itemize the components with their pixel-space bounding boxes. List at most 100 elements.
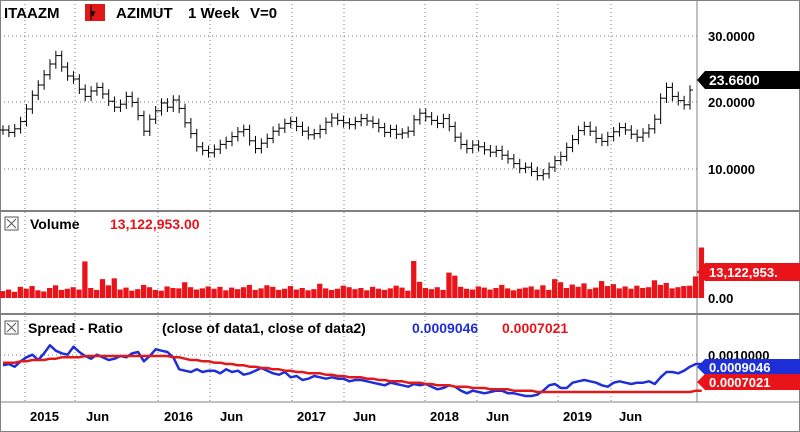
volume-bar bbox=[546, 289, 552, 298]
average-last-text: 0.0007021 bbox=[709, 375, 770, 390]
volume-bar bbox=[346, 287, 352, 298]
volume-last-badge: 13,122,953. bbox=[697, 263, 800, 281]
x-tick-label: 2016 bbox=[164, 409, 193, 424]
volume-bar bbox=[575, 286, 581, 298]
volume-bar bbox=[505, 288, 511, 298]
volume-bar bbox=[223, 290, 229, 298]
ratio-last-badge-shape bbox=[697, 359, 800, 375]
last-price-badge-shape bbox=[697, 71, 800, 89]
last-price-text: 23.6600 bbox=[709, 72, 760, 88]
volume-title: Volume bbox=[30, 216, 80, 232]
volume-bar bbox=[634, 285, 640, 298]
volume-bar bbox=[317, 283, 323, 298]
x-tick-label: Jun bbox=[353, 409, 376, 424]
volume-bar bbox=[193, 289, 200, 298]
volume-bar bbox=[481, 287, 487, 298]
volume-bar bbox=[17, 286, 23, 298]
volume-bar bbox=[299, 287, 305, 298]
x-tick-label: 2017 bbox=[297, 409, 326, 424]
average-last-badge: 0.0007021 bbox=[697, 374, 800, 390]
volume-bar bbox=[540, 285, 546, 298]
volume-bar bbox=[170, 287, 176, 298]
chevron-down-icon[interactable]: ▾ bbox=[90, 7, 96, 20]
volume-bar bbox=[182, 282, 188, 298]
volume-bar bbox=[552, 279, 558, 298]
volume-bar bbox=[293, 289, 299, 298]
volume-bar bbox=[234, 289, 241, 298]
volume-bar bbox=[563, 287, 570, 298]
volume-bar bbox=[645, 287, 652, 298]
volume-bar bbox=[657, 284, 663, 298]
volume-bar bbox=[258, 288, 264, 298]
average-last-badge-shape bbox=[697, 374, 800, 390]
volume-bar bbox=[152, 289, 159, 298]
volume-bar bbox=[252, 289, 258, 298]
volume-bar bbox=[29, 286, 35, 298]
volume-bar bbox=[264, 285, 270, 298]
volume-bar bbox=[493, 287, 499, 298]
price-tick: 10.0000 bbox=[708, 162, 755, 177]
spread-close-button[interactable] bbox=[4, 320, 19, 335]
instrument-name: AZIMUT bbox=[116, 5, 173, 22]
volume-bar bbox=[305, 290, 311, 298]
volume-bar bbox=[5, 289, 12, 298]
last-price-badge: 23.6600 bbox=[697, 71, 800, 89]
volume-bar bbox=[105, 285, 112, 298]
ratio-last-badge: 0.0009046 bbox=[697, 359, 800, 375]
volume-bar bbox=[52, 285, 59, 298]
volume-bar bbox=[129, 290, 135, 298]
spread-title: Spread - Ratio bbox=[28, 320, 123, 336]
time-axis: 2015 Jun 2016 Jun 2017 Jun 2018 Jun 2019… bbox=[30, 409, 642, 424]
volume-bar bbox=[240, 287, 247, 298]
x-tick-label: Jun bbox=[86, 409, 109, 424]
x-tick-label: Jun bbox=[220, 409, 243, 424]
volume-bar bbox=[358, 287, 364, 298]
volume-tick: 0.00 bbox=[708, 291, 733, 306]
volume-bar bbox=[587, 289, 593, 298]
volume-bar bbox=[176, 288, 182, 298]
volume-bar bbox=[340, 285, 346, 298]
volume-bar bbox=[23, 288, 29, 298]
volume-bar bbox=[58, 289, 65, 298]
volume-bar bbox=[581, 283, 587, 298]
volume-bar bbox=[640, 287, 646, 298]
volume-bar bbox=[146, 287, 153, 298]
volume-bar bbox=[405, 290, 411, 298]
volume-bar bbox=[598, 281, 605, 298]
volume-bar bbox=[663, 282, 669, 298]
volume-bar bbox=[64, 288, 70, 298]
volume-bar bbox=[487, 289, 493, 298]
volume-bar bbox=[99, 279, 106, 298]
volume-bar bbox=[593, 287, 599, 298]
volume-bar bbox=[516, 288, 523, 298]
volume-bar bbox=[76, 289, 82, 298]
x-tick-label: Jun bbox=[486, 409, 509, 424]
close-icon-stroke[interactable] bbox=[6, 322, 17, 333]
close-icon-stroke[interactable] bbox=[6, 218, 17, 229]
symbol-dropdown[interactable]: ▾ bbox=[85, 4, 105, 21]
volume-bar bbox=[557, 282, 564, 298]
volume-bar bbox=[434, 287, 440, 298]
volume-bar bbox=[428, 289, 434, 298]
symbol-dropdown-box[interactable] bbox=[85, 4, 105, 21]
volume-bar bbox=[651, 280, 658, 298]
volume-bar bbox=[393, 285, 399, 298]
interval-label: 1 Week bbox=[188, 5, 240, 22]
volume-value: 13,122,953.00 bbox=[110, 216, 200, 232]
volume-bar bbox=[135, 289, 141, 298]
volume-bar bbox=[369, 286, 376, 298]
volume-bar bbox=[328, 289, 335, 298]
volume-bar bbox=[463, 288, 470, 298]
grid-layer bbox=[0, 0, 697, 402]
volume-bar bbox=[311, 289, 317, 298]
volume-bar bbox=[11, 291, 18, 298]
volume-bar bbox=[399, 287, 405, 298]
volume-bar bbox=[416, 281, 423, 298]
volume-bar bbox=[199, 288, 205, 298]
spread-value-1: 0.0009046 bbox=[412, 320, 478, 336]
volume-bar bbox=[681, 286, 687, 298]
volume-close-button[interactable] bbox=[4, 216, 19, 231]
x-tick-label: Jun bbox=[619, 409, 642, 424]
volume-bar bbox=[158, 290, 164, 298]
volume-bar bbox=[187, 287, 194, 298]
